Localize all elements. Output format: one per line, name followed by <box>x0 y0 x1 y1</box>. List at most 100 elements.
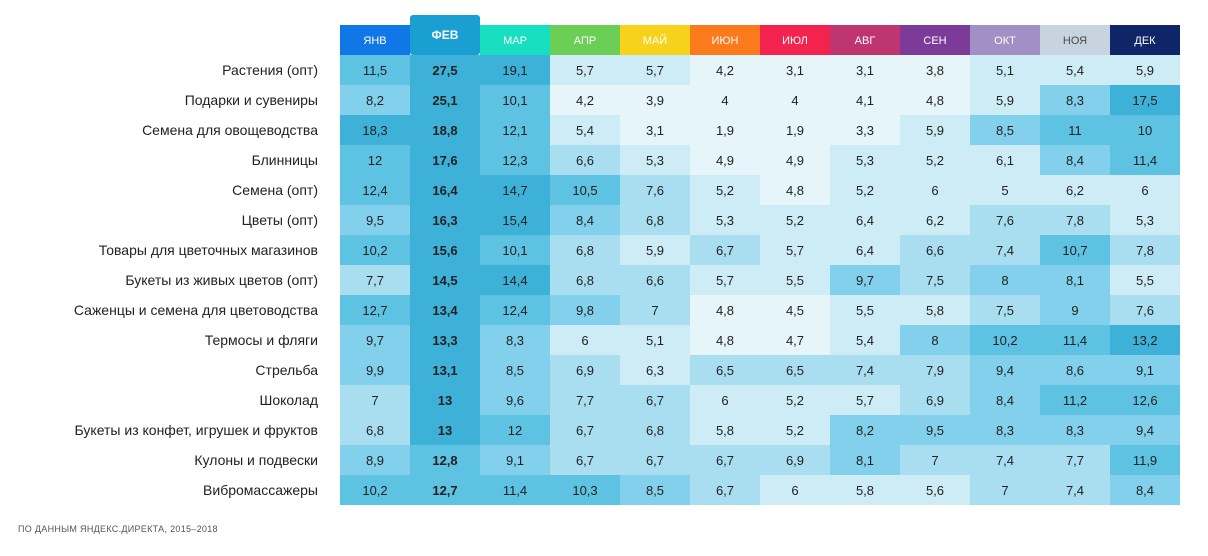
month-header-2 <box>410 15 480 55</box>
cell-value: 17,6 <box>432 153 457 168</box>
cell-value: 6 <box>931 183 938 198</box>
heatmap-cell <box>830 265 900 295</box>
cell-value: 5,9 <box>926 123 944 138</box>
month-label: АПР <box>574 35 596 47</box>
cell-value: 6,7 <box>716 453 734 468</box>
heatmap-cell <box>970 385 1040 415</box>
cell-value: 5,7 <box>576 63 594 78</box>
heatmap-cell <box>1110 175 1180 205</box>
heatmap-cell <box>340 355 410 385</box>
cell-value: 9,1 <box>1136 363 1154 378</box>
cell-value: 10,1 <box>502 243 527 258</box>
heatmap-cell <box>900 385 970 415</box>
month-header-11 <box>1040 25 1110 55</box>
cell-value: 9,6 <box>506 393 524 408</box>
cell-value: 8,5 <box>996 123 1014 138</box>
cell-value: 12,4 <box>362 183 387 198</box>
cell-value: 10,7 <box>1062 243 1087 258</box>
cell-value: 5,2 <box>926 153 944 168</box>
cell-value: 5,4 <box>576 123 594 138</box>
row-label: Термосы и фляги <box>205 332 318 348</box>
heatmap-cell <box>340 145 410 175</box>
cell-value: 5,9 <box>996 93 1014 108</box>
month-label: ИЮЛ <box>782 35 808 47</box>
cell-value: 7,7 <box>576 393 594 408</box>
heatmap-cell <box>830 235 900 265</box>
row-label: Подарки и сувениры <box>185 92 318 108</box>
cell-value: 8,6 <box>1066 363 1084 378</box>
heatmap-cell <box>1040 295 1110 325</box>
heatmap-cell <box>690 265 760 295</box>
heatmap-cell <box>900 235 970 265</box>
month-header-1 <box>340 25 410 55</box>
month-header-12 <box>1110 25 1180 55</box>
cell-value: 6,8 <box>646 423 664 438</box>
heatmap-cell <box>410 235 480 265</box>
month-label: НОЯ <box>1063 35 1087 47</box>
row-label: Шоколад <box>259 392 318 408</box>
cell-value: 8,4 <box>996 393 1014 408</box>
heatmap-cell <box>1040 55 1110 85</box>
cell-value: 6,3 <box>646 363 664 378</box>
cell-value: 16,4 <box>432 183 458 198</box>
heatmap-cell <box>970 265 1040 295</box>
cell-value: 7 <box>651 303 658 318</box>
cell-value: 7,6 <box>1136 303 1154 318</box>
heatmap-cell <box>620 115 690 145</box>
heatmap-cell <box>620 205 690 235</box>
cell-value: 4,2 <box>716 63 734 78</box>
heatmap-cell <box>830 385 900 415</box>
heatmap-cell <box>1110 325 1180 355</box>
cell-value: 6,1 <box>996 153 1014 168</box>
cell-value: 5,2 <box>856 183 874 198</box>
cell-value: 13,1 <box>432 363 457 378</box>
cell-value: 6,9 <box>576 363 594 378</box>
heatmap-cell <box>830 445 900 475</box>
cell-value: 11,4 <box>503 483 527 498</box>
heatmap-cell <box>690 85 760 115</box>
cell-value: 8,2 <box>856 423 874 438</box>
cell-value: 15,4 <box>502 213 527 228</box>
heatmap-cell <box>690 325 760 355</box>
heatmap-cell <box>830 205 900 235</box>
cell-value: 10,2 <box>992 333 1017 348</box>
heatmap-cell <box>410 85 480 115</box>
heatmap-cell <box>480 115 550 145</box>
row-label: Цветы (опт) <box>242 212 318 228</box>
month-label: ДЕК <box>1134 35 1156 47</box>
heatmap-cell <box>970 325 1040 355</box>
row-label: Семена (опт) <box>232 182 318 198</box>
cell-value: 4,8 <box>926 93 944 108</box>
cell-value: 7 <box>371 393 378 408</box>
cell-value: 12 <box>368 153 382 168</box>
cell-value: 13 <box>438 393 452 408</box>
cell-value: 5,5 <box>786 273 804 288</box>
month-header-3 <box>480 25 550 55</box>
cell-value: 18,3 <box>362 123 387 138</box>
heatmap-cell <box>550 325 620 355</box>
heatmap-cell <box>340 295 410 325</box>
cell-value: 8,9 <box>366 453 384 468</box>
heatmap-cell <box>1110 115 1180 145</box>
cell-value: 5,1 <box>646 333 664 348</box>
month-label: ЯНВ <box>363 35 386 47</box>
heatmap-cell <box>1040 475 1110 505</box>
row-label: Вибромассажеры <box>203 482 318 498</box>
cell-value: 1,9 <box>786 123 804 138</box>
cell-value: 5,3 <box>716 213 734 228</box>
heatmap-cell <box>410 355 480 385</box>
heatmap-cell <box>830 295 900 325</box>
heatmap-cell <box>760 355 830 385</box>
cell-value: 7,4 <box>856 363 874 378</box>
row-label: Растения (опт) <box>222 62 318 78</box>
heatmap-cell <box>900 265 970 295</box>
cell-value: 6,6 <box>646 273 664 288</box>
cell-value: 7,5 <box>926 273 944 288</box>
heatmap-cell <box>480 205 550 235</box>
cell-value: 8,3 <box>506 333 524 348</box>
row-label: Букеты из конфет, игрушек и фруктов <box>75 422 318 438</box>
cell-value: 6,8 <box>576 243 594 258</box>
cell-value: 6,9 <box>786 453 804 468</box>
cell-value: 14,7 <box>502 183 527 198</box>
cell-value: 7,9 <box>926 363 944 378</box>
